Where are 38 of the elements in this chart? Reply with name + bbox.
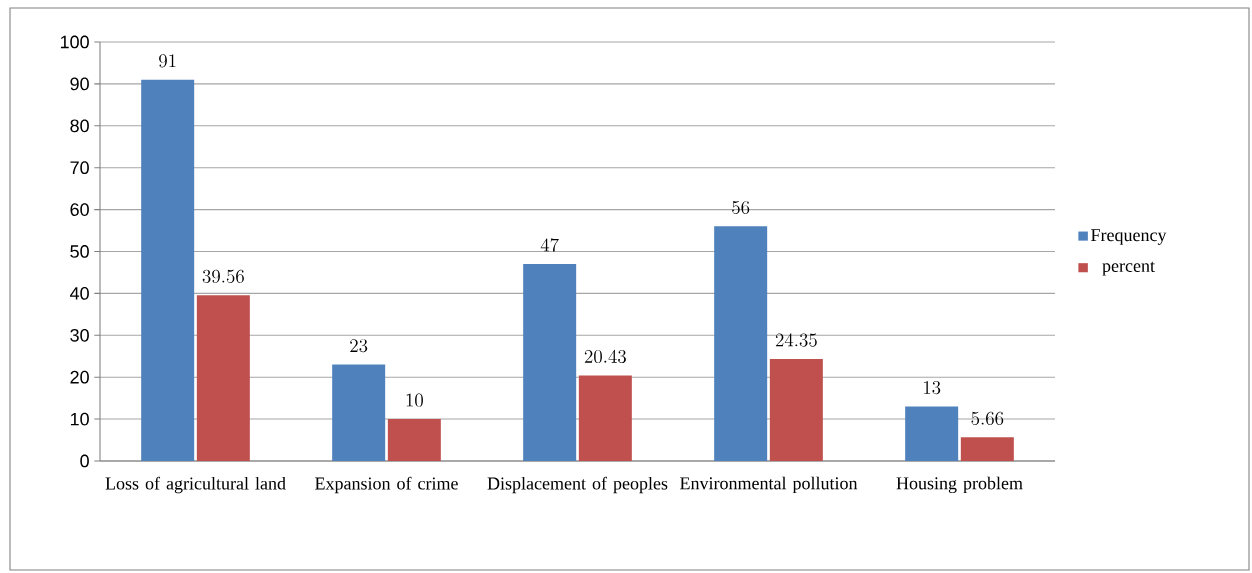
data-label: 5.66 xyxy=(971,411,1004,425)
y-tick-label: 70 xyxy=(70,161,89,175)
data-label: 13 xyxy=(924,381,941,395)
data-label: 23 xyxy=(350,339,368,353)
y-tick-label: 80 xyxy=(70,119,89,133)
bar xyxy=(905,406,959,461)
x-tick-label: Housing problem xyxy=(896,476,1023,494)
bar xyxy=(960,437,1014,461)
x-tick-label: Expansion of crime xyxy=(315,476,458,494)
y-tick-label: 50 xyxy=(70,245,89,258)
data-label: 24.35 xyxy=(775,333,817,347)
y-tick-label: 10 xyxy=(70,412,89,426)
x-tick-label: Environmental pollution xyxy=(680,476,858,494)
data-label: 39.56 xyxy=(202,269,244,283)
x-tick-label: Loss of agricultural land xyxy=(105,476,286,494)
y-tick-label: 0 xyxy=(80,454,89,468)
data-label: 10 xyxy=(406,393,423,407)
data-label: 47 xyxy=(540,238,559,252)
bar xyxy=(332,364,386,461)
bar xyxy=(769,358,823,461)
bar xyxy=(141,79,195,461)
data-label: 20.43 xyxy=(584,349,626,364)
data-label: 56 xyxy=(732,200,750,215)
y-tick-label: 30 xyxy=(70,328,89,342)
bar xyxy=(714,226,768,461)
y-tick-label: 20 xyxy=(70,370,89,384)
y-tick-label: 100 xyxy=(60,35,89,49)
legend-label: Frequency xyxy=(1091,229,1167,245)
y-tick-label: 60 xyxy=(70,203,89,216)
bar xyxy=(523,264,577,461)
bar xyxy=(387,419,441,461)
bar xyxy=(196,295,250,461)
y-tick-label: 90 xyxy=(70,77,89,91)
x-tick-label: Displacement of peoples xyxy=(487,476,668,494)
y-tick-label: 40 xyxy=(70,287,89,300)
legend-label: percent xyxy=(1102,261,1155,276)
data-label: 91 xyxy=(159,54,176,68)
bar xyxy=(578,375,632,461)
